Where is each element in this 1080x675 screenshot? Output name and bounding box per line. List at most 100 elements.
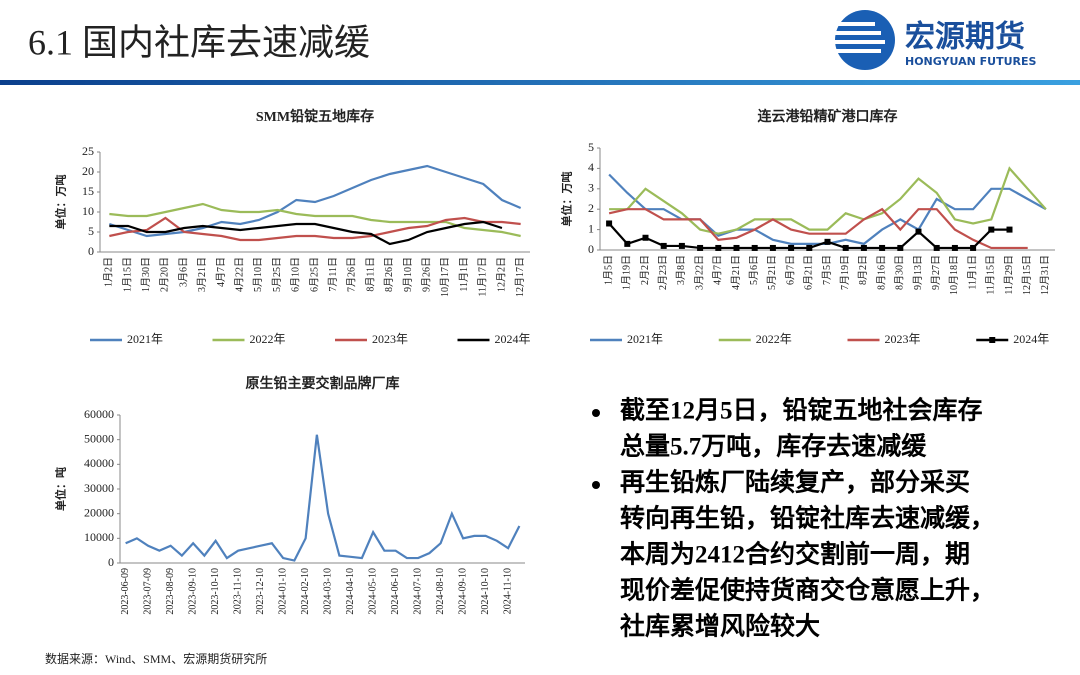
y-axis-label: 单位：万吨 xyxy=(54,175,68,230)
x-tick-label: 2023-08-09 xyxy=(165,568,176,615)
x-tick-label: 6月25日 xyxy=(308,257,320,292)
y-tick-label: 3 xyxy=(588,181,594,195)
point-marker xyxy=(970,244,977,251)
point-marker xyxy=(660,242,667,249)
x-tick-label: 2024-05-10 xyxy=(367,568,378,615)
point-marker xyxy=(842,244,849,251)
bullet-text: 截至12月5日，铅锭五地社会库存 xyxy=(620,396,983,425)
series-line xyxy=(609,166,1047,235)
x-tick-label: 11月29日 xyxy=(1003,255,1015,295)
x-tick-label: 1月19日 xyxy=(621,255,633,290)
legend-label: 2021年 xyxy=(627,332,663,346)
point-marker xyxy=(606,220,613,227)
x-tick-label: 6月7日 xyxy=(784,255,796,285)
y-tick-label: 1 xyxy=(588,221,594,235)
x-tick-label: 7月11日 xyxy=(327,257,339,292)
point-marker xyxy=(1006,226,1013,233)
point-marker xyxy=(988,226,995,233)
point-marker xyxy=(678,242,685,249)
point-marker xyxy=(933,244,940,251)
x-tick-label: 1月5日 xyxy=(602,255,614,285)
x-tick-label: 5月21日 xyxy=(766,255,778,290)
point-marker xyxy=(951,244,958,251)
x-tick-label: 8月2日 xyxy=(857,255,869,285)
y-tick-label: 2 xyxy=(588,201,594,215)
x-tick-label: 2月23日 xyxy=(657,255,669,290)
source: 数据来源：Wind、SMM、宏源期货研究所 xyxy=(45,651,267,666)
x-tick-label: 2023-07-09 xyxy=(142,568,153,615)
x-tick-label: 12月15日 xyxy=(1021,255,1033,295)
y-axis-label: 单位：万吨 xyxy=(560,172,574,227)
point-marker xyxy=(915,228,922,235)
chart-title: 原生铅主要交割品牌厂库 xyxy=(246,375,400,392)
x-tick-label: 8月26日 xyxy=(383,257,395,292)
y-tick-label: 15 xyxy=(82,184,94,198)
bullet-text: 再生铅炼厂陆续复产，部分采买 xyxy=(620,468,970,497)
x-tick-label: 11月1日 xyxy=(966,255,978,290)
x-tick-label: 7月5日 xyxy=(821,255,833,285)
x-tick-label: 3月22日 xyxy=(693,255,705,290)
y-tick-label: 0 xyxy=(88,244,94,258)
point-marker xyxy=(879,244,886,251)
bullet-dot xyxy=(592,481,600,489)
x-tick-label: 4月7日 xyxy=(712,255,724,285)
x-tick-label: 2024-02-10 xyxy=(300,568,311,615)
y-tick-label: 5 xyxy=(88,224,94,238)
x-tick-label: 5月25日 xyxy=(271,257,283,292)
x-tick-label: 11月17日 xyxy=(477,257,489,297)
logo-icon xyxy=(835,10,895,70)
x-tick-label: 2024-03-10 xyxy=(322,568,333,615)
x-tick-label: 4月21日 xyxy=(730,255,742,290)
legend-label: 2024年 xyxy=(1013,332,1049,346)
x-tick-label: 7月26日 xyxy=(346,257,358,292)
point-marker xyxy=(715,244,722,251)
point-marker xyxy=(788,244,795,251)
legend-label: 2021年 xyxy=(127,332,163,346)
x-tick-label: 4月22日 xyxy=(234,257,246,292)
x-tick-label: 2023-09-10 xyxy=(187,568,198,615)
y-tick-label: 40000 xyxy=(84,456,114,470)
header-bar xyxy=(0,80,1080,85)
x-tick-label: 5月10日 xyxy=(252,257,264,292)
point-marker xyxy=(769,244,776,251)
y-tick-label: 20000 xyxy=(84,505,114,519)
x-tick-label: 8月11日 xyxy=(364,257,376,292)
x-tick-label: 3月8日 xyxy=(675,255,687,285)
logo-en: HONGYUAN FUTURES xyxy=(905,55,1037,68)
x-tick-label: 2024-10-10 xyxy=(480,568,491,615)
x-tick-label: 2024-01-10 xyxy=(277,568,288,615)
chart-title: SMM铅锭五地库存 xyxy=(256,108,374,125)
y-axis-label: 单位：吨 xyxy=(54,467,68,511)
x-tick-label: 3月6日 xyxy=(177,257,189,287)
y-tick-label: 4 xyxy=(588,160,594,174)
legend-label: 2023年 xyxy=(372,332,408,346)
x-tick-label: 2023-10-10 xyxy=(210,568,221,615)
x-tick-label: 6月10日 xyxy=(290,257,302,292)
x-tick-label: 8月30日 xyxy=(894,255,906,290)
x-tick-label: 10月18日 xyxy=(948,255,960,295)
y-tick-label: 20 xyxy=(82,164,94,178)
x-tick-label: 2023-12-10 xyxy=(255,568,266,615)
x-tick-label: 2024-08-10 xyxy=(435,568,446,615)
x-tick-label: 9月27日 xyxy=(930,255,942,290)
point-marker xyxy=(860,244,867,251)
x-tick-label: 2月2日 xyxy=(639,255,651,285)
x-tick-label: 3月21日 xyxy=(196,257,208,292)
bullet-text: 现价差促使持货商交仓意愿上升， xyxy=(620,576,995,605)
x-tick-label: 9月10日 xyxy=(402,257,414,292)
x-tick-label: 4月7日 xyxy=(215,257,227,287)
point-marker xyxy=(824,238,831,245)
bullet-text: 社库累增风险较大 xyxy=(620,612,820,641)
series-line xyxy=(608,207,1028,250)
y-tick-label: 60000 xyxy=(84,407,114,421)
x-tick-label: 2024-11-10 xyxy=(502,568,513,614)
slide-title: 6.1 国内社库去速减缓 xyxy=(28,22,370,62)
series-line xyxy=(109,202,521,238)
point-marker xyxy=(624,240,631,247)
x-tick-label: 2024-09-10 xyxy=(457,568,468,615)
x-tick-label: 8月16日 xyxy=(875,255,887,290)
y-tick-label: 25 xyxy=(82,144,94,158)
x-tick-label: 1月15日 xyxy=(121,257,133,292)
